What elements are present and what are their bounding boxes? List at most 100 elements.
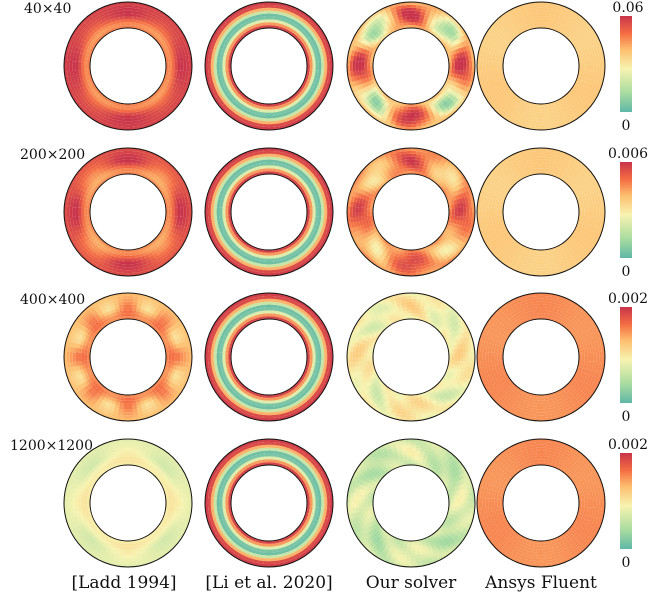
field-cell [405, 4, 412, 8]
field-cell [165, 99, 171, 106]
field-cell [106, 101, 111, 106]
field-cell [570, 106, 577, 112]
field-cell [260, 19, 266, 23]
field-cell [519, 101, 524, 106]
field-cell [173, 74, 177, 79]
field-cell [387, 97, 392, 102]
field-cell [265, 252, 269, 256]
field-cell [264, 258, 269, 262]
field-cell [552, 109, 558, 114]
field-cell [549, 14, 555, 19]
field-cell [361, 57, 366, 62]
field-cell [528, 111, 533, 115]
field-cell [179, 70, 184, 76]
field-cell [509, 37, 515, 42]
field-cell [411, 16, 416, 20]
field-cell [309, 208, 313, 213]
field-cell [580, 24, 586, 31]
field-cell [551, 122, 557, 127]
field-cell [228, 62, 232, 66]
field-cell [520, 117, 527, 123]
field-cell [457, 66, 461, 71]
field-cell [165, 62, 169, 67]
field-cell [174, 66, 178, 71]
field-cell [432, 32, 438, 37]
field-cell [418, 105, 423, 110]
field-cell [84, 46, 89, 52]
field-cell [558, 113, 565, 119]
field-cell [430, 30, 435, 35]
field-cell [213, 56, 218, 62]
field-cell [571, 28, 577, 34]
field-cell [180, 85, 186, 92]
field-cell [485, 207, 489, 212]
field-cell [161, 103, 168, 109]
field-cell [176, 202, 181, 208]
field-cell [365, 73, 369, 79]
field-cell [293, 106, 300, 112]
field-cell [286, 14, 293, 19]
field-cell [227, 105, 234, 111]
field-cell [265, 22, 270, 26]
field-cell [286, 113, 293, 119]
field-cell [572, 25, 579, 32]
field-cell [211, 33, 217, 41]
field-cell [410, 270, 417, 274]
field-cell [148, 121, 156, 127]
field-cell [237, 25, 243, 31]
field-cell [587, 212, 591, 217]
field-cell [536, 261, 541, 265]
field-cell [459, 202, 464, 208]
field-cell [87, 92, 93, 98]
field-cell [540, 261, 546, 265]
field-cell [431, 5, 439, 11]
field-cell [223, 90, 229, 97]
field-cell [325, 50, 330, 56]
field-cell [487, 46, 492, 53]
field-cell [355, 35, 361, 42]
field-cell [436, 99, 441, 105]
field-cell [252, 107, 258, 112]
field-cell [397, 113, 403, 118]
field-cell [494, 61, 498, 66]
field-cell [357, 46, 362, 53]
field-cell [310, 50, 315, 55]
field-cell [391, 105, 397, 110]
field-cell [297, 96, 302, 102]
field-cell [410, 115, 416, 119]
field-cell [559, 116, 566, 121]
field-cell [490, 78, 495, 84]
field-cell [175, 89, 181, 96]
field-cell [75, 100, 82, 108]
field-cell [369, 105, 376, 111]
field-cell [504, 10, 511, 16]
field-cell [105, 123, 113, 128]
field-cell [230, 95, 236, 102]
field-cell [571, 116, 578, 122]
field-cell [172, 99, 179, 106]
field-cell [452, 77, 457, 83]
field-cell [318, 212, 322, 217]
field-cell [580, 54, 585, 59]
field-cell [588, 42, 594, 49]
field-cell [587, 48, 592, 54]
field-cell [99, 97, 105, 102]
field-cell [426, 6, 433, 12]
field-cell [480, 50, 485, 56]
field-cell [284, 123, 291, 128]
field-cell [300, 89, 305, 95]
field-cell [466, 66, 470, 72]
field-cell [581, 35, 587, 42]
field-cell [67, 86, 73, 94]
field-cell [110, 109, 116, 114]
field-cell [273, 114, 279, 119]
field-cell [106, 120, 113, 126]
field-cell [415, 162, 420, 167]
field-cell [456, 32, 462, 39]
field-cell [463, 207, 467, 213]
field-cell [212, 45, 218, 52]
field-cell [386, 106, 392, 111]
field-cell [79, 53, 83, 58]
field-cell [98, 27, 103, 33]
field-cell [549, 113, 555, 118]
